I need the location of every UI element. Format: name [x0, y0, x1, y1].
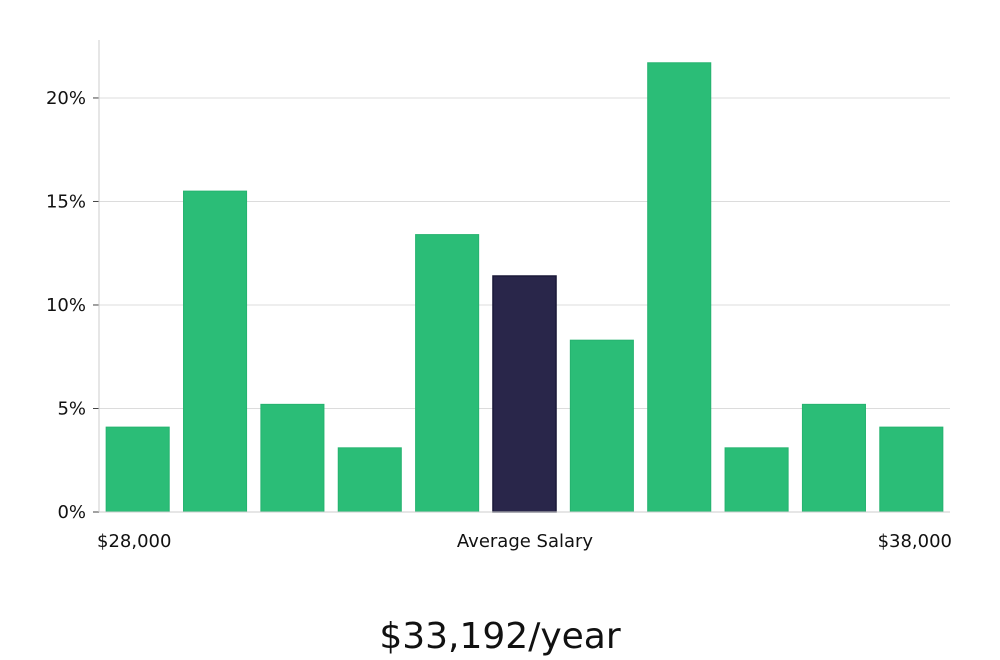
average-salary-value: $33,192/year	[379, 616, 621, 657]
y-tick-labels: 0% 5% 10% 15% 20%	[46, 88, 86, 523]
y-tick-label: 20%	[46, 88, 86, 109]
bar	[337, 447, 402, 513]
y-tick-label: 5%	[57, 398, 86, 419]
bar	[879, 426, 944, 513]
bar	[260, 403, 325, 513]
bars	[105, 62, 944, 513]
bar	[647, 62, 712, 513]
x-min-label: $28,000	[97, 531, 171, 552]
bar	[183, 190, 248, 513]
bar	[415, 234, 480, 513]
axes	[93, 40, 950, 513]
y-tick-label: 0%	[57, 502, 86, 523]
y-tick-label: 15%	[46, 191, 86, 212]
bar-highlighted	[492, 275, 557, 513]
bar	[801, 403, 866, 513]
x-max-label: $38,000	[878, 531, 952, 552]
bar	[105, 426, 170, 513]
bar	[724, 447, 789, 513]
bar	[569, 339, 634, 513]
y-tick-label: 10%	[46, 295, 86, 316]
x-axis-label: Average Salary	[457, 531, 594, 552]
